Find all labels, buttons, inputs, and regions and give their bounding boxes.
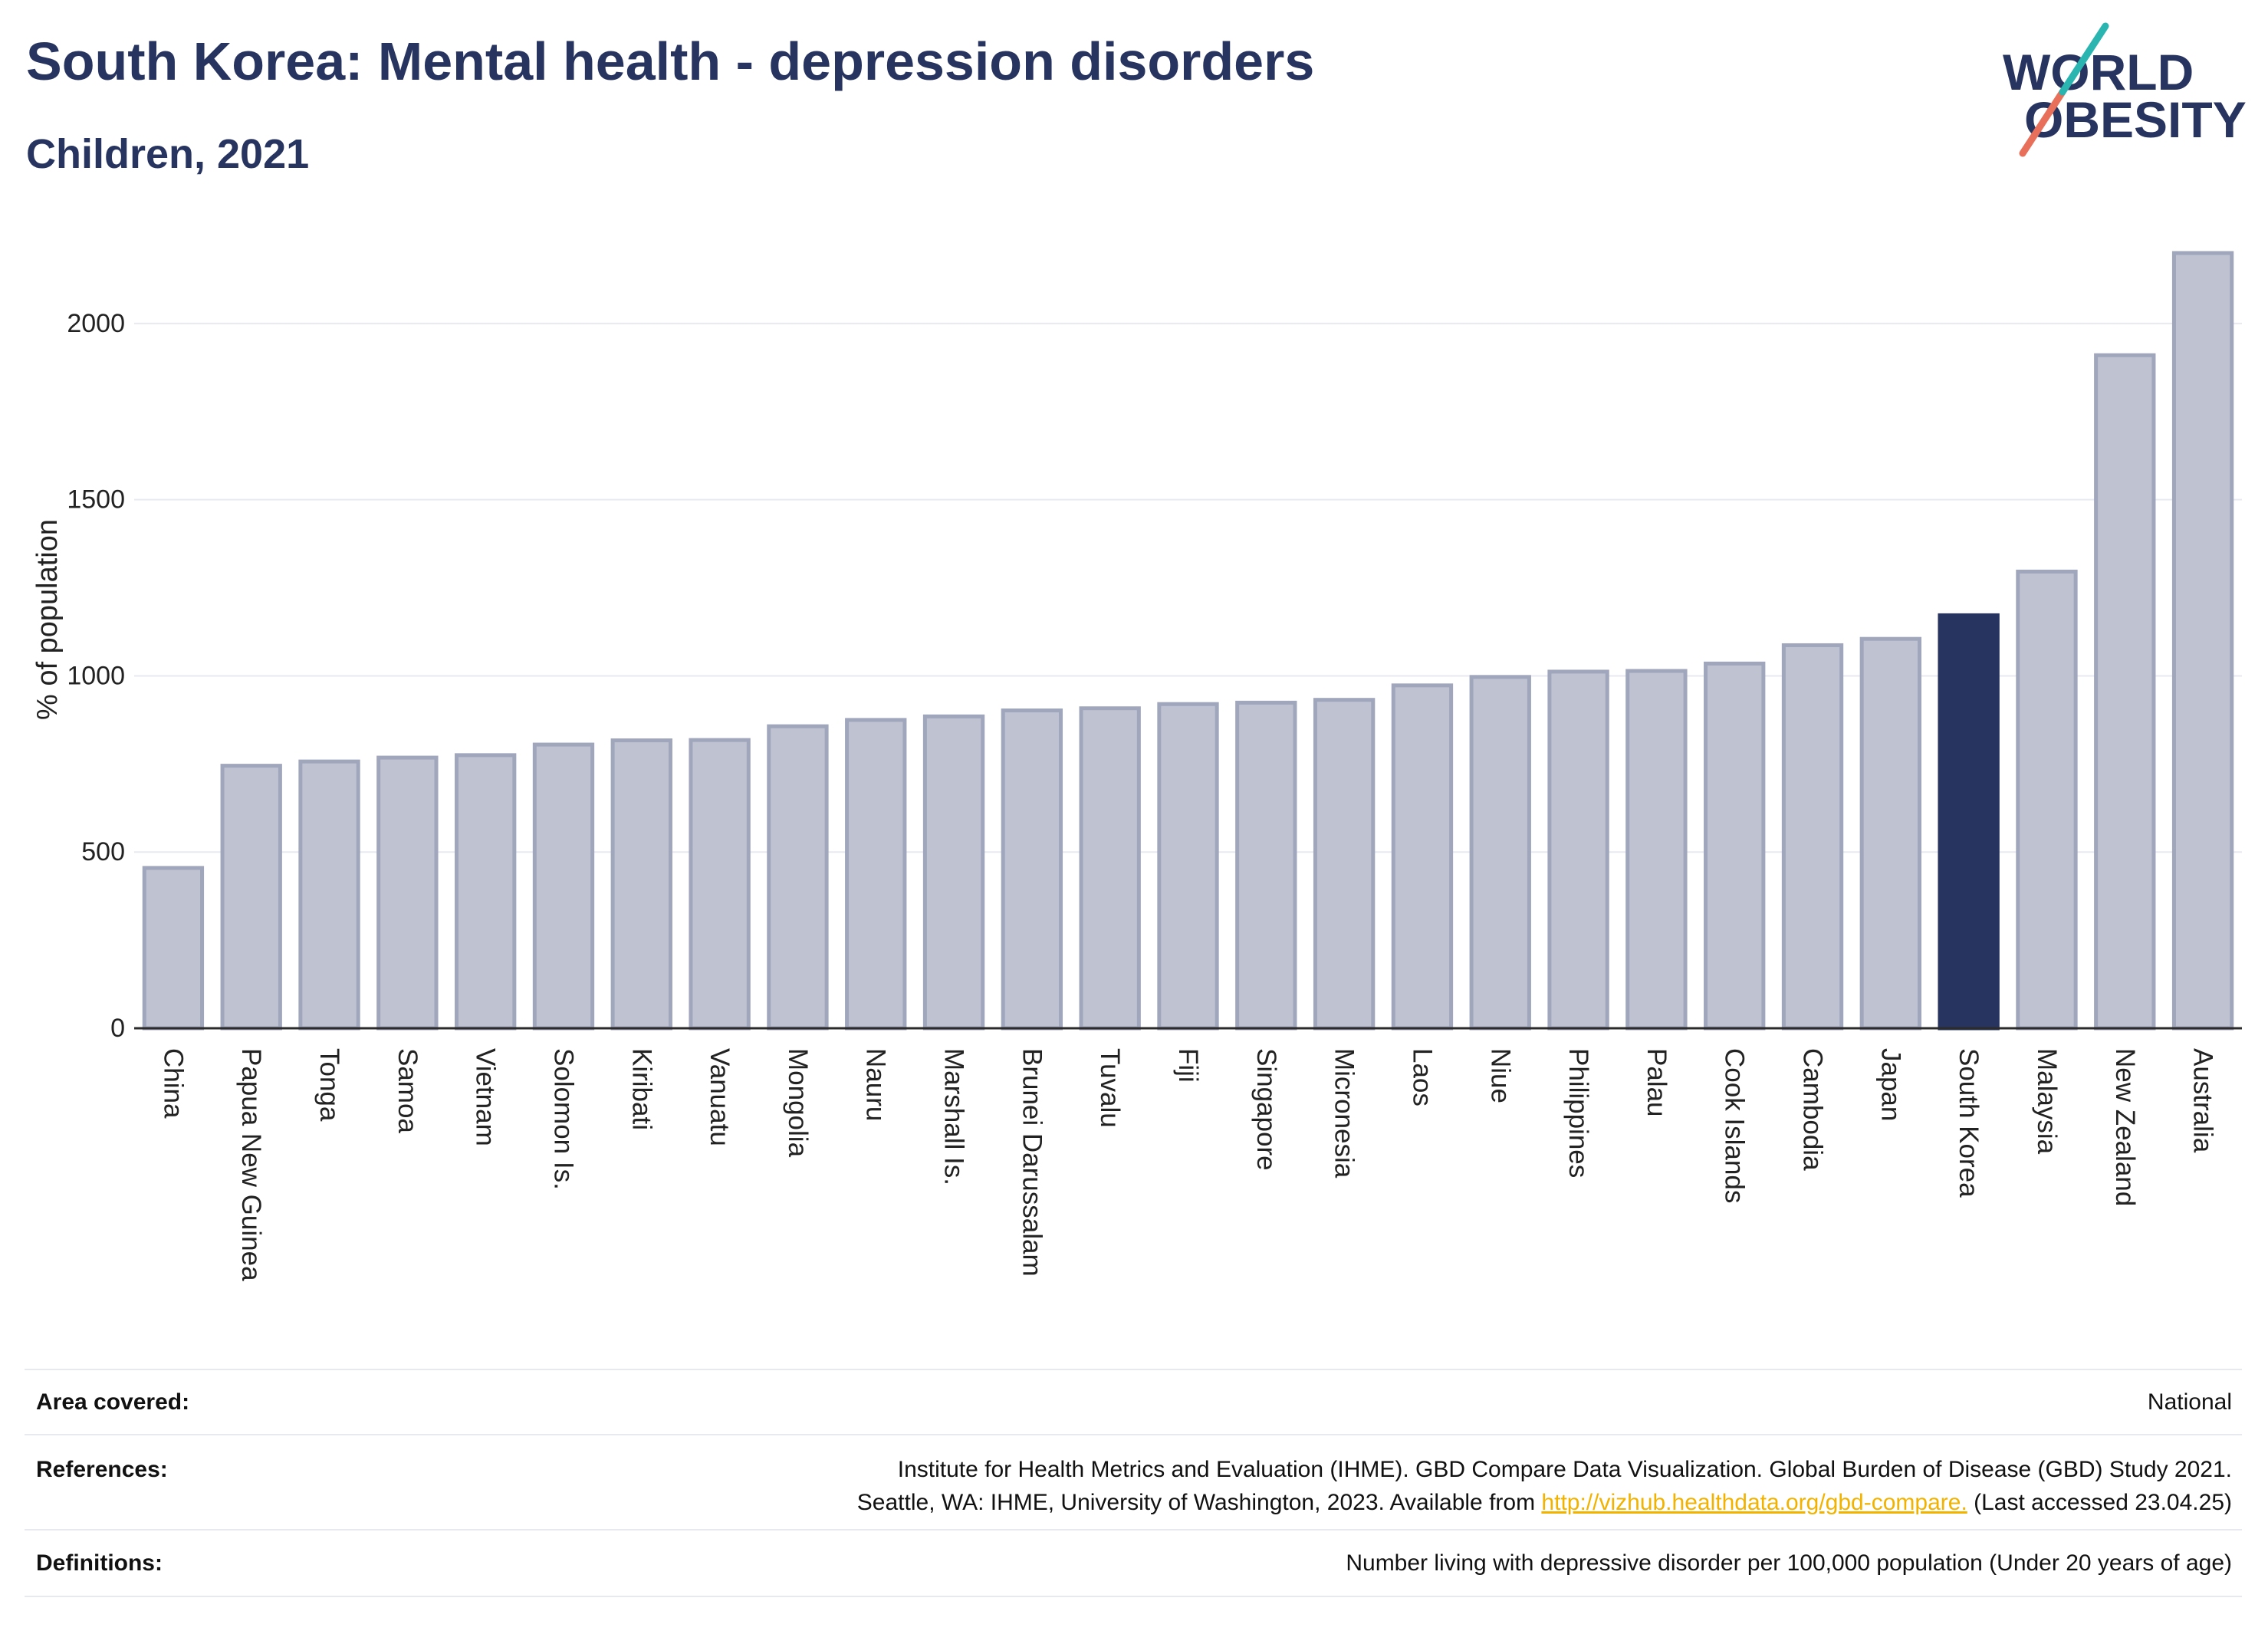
bar-cambodia (1781, 643, 1844, 1031)
x-tick-label-niue: Niue (1485, 1048, 1515, 1103)
definitions-row: Definitions: Number living with depressi… (25, 1529, 2242, 1596)
x-tick-label-brunei-darussalam: Brunei Darussalam (1017, 1048, 1047, 1277)
x-tick-label-cook-islands: Cook Islands (1720, 1048, 1750, 1203)
x-tick-label-palau: Palau (1642, 1048, 1671, 1117)
x-tick-label-singapore: Singapore (1251, 1048, 1281, 1171)
x-tick-label-cambodia: Cambodia (1798, 1048, 1828, 1171)
bar-marshall-is (922, 714, 985, 1031)
logo-slash-upper (2059, 22, 2109, 96)
bar-malaysia (2016, 569, 2078, 1031)
bar-vietnam (454, 753, 517, 1031)
bar-palau (1625, 669, 1688, 1031)
bar-mongolia (767, 724, 829, 1031)
bar-micronesia (1313, 698, 1376, 1031)
x-tick-label-micronesia: Micronesia (1330, 1048, 1359, 1179)
x-tick-label-mongolia: Mongolia (783, 1048, 813, 1158)
x-tick-label-kiribati: Kiribati (626, 1048, 656, 1130)
x-tick-label-fiji: Fiji (1173, 1048, 1203, 1083)
x-tick-label-new-zealand: New Zealand (2110, 1048, 2140, 1206)
bar-nauru (845, 718, 907, 1031)
references-label: References: (36, 1457, 168, 1482)
y-tick-label: 1500 (67, 485, 125, 515)
x-tick-label-marshall-is: Marshall Is. (939, 1048, 969, 1185)
x-tick-label-laos: Laos (1407, 1048, 1437, 1106)
metadata-table: Area covered: National References: Insti… (25, 1369, 2242, 1597)
bar-papua-new-guinea (220, 764, 282, 1031)
bar-solomon-is (532, 742, 595, 1031)
area-covered-row: Area covered: National (25, 1369, 2242, 1434)
logo-word-world: WORLD (2003, 44, 2194, 100)
y-tick-label: 500 (81, 837, 125, 866)
bars (142, 251, 2234, 1031)
bar-south-korea (1938, 613, 2000, 1031)
references-row: References: Institute for Health Metrics… (25, 1434, 2242, 1529)
bar-samoa (376, 755, 439, 1031)
bar-tonga (298, 759, 360, 1031)
logo-slash-lower (2019, 88, 2066, 157)
bar-singapore (1235, 700, 1297, 1031)
x-tick-label-japan: Japan (1875, 1048, 1905, 1121)
references-line-2: Seattle, WA: IHME, University of Washing… (857, 1486, 2232, 1519)
y-tick-label: 2000 (67, 309, 125, 338)
area-covered-label: Area covered: (36, 1389, 190, 1415)
x-tick-label-papua-new-guinea: Papua New Guinea (236, 1048, 266, 1281)
chart-title: South Korea: Mental health - depression … (26, 31, 1315, 91)
x-tick-label-vanuatu: Vanuatu (705, 1048, 735, 1146)
y-axis-title: % of population (31, 519, 64, 720)
bar-china (142, 866, 205, 1031)
bar-chart: 0 500 1000 1500 2000 China Papua New Guinea To… (31, 251, 2242, 1281)
y-tick-label: 0 (110, 1014, 125, 1043)
bar-australia (2171, 251, 2234, 1031)
references-link[interactable]: http://vizhub.healthdata.org/gbd-compare… (1541, 1490, 1967, 1515)
x-tick-label-nauru: Nauru (861, 1048, 891, 1121)
bar-niue (1469, 675, 1531, 1031)
x-tick-label-malaysia: Malaysia (2032, 1048, 2062, 1155)
x-tick-label-solomon-is: Solomon Is. (548, 1048, 578, 1190)
x-tick-label-vietnam: Vietnam (471, 1048, 501, 1146)
definitions-value: Number living with depressive disorder p… (1346, 1550, 2232, 1576)
references-line-2-text: Seattle, WA: IHME, University of Washing… (856, 1490, 1536, 1515)
bar-brunei-darussalam (1001, 708, 1063, 1031)
x-tick-label-south-korea: South Korea (1954, 1048, 1984, 1198)
bar-kiribati (610, 738, 672, 1031)
x-tick-label-tonga: Tonga (314, 1048, 344, 1122)
x-tick-labels: China Papua New Guinea Tonga Samoa Vietnam So… (158, 1048, 2217, 1281)
world-obesity-logo: WORLD OBESITY (2003, 22, 2247, 157)
references-last-accessed: (Last accessed 23.04.25) (1974, 1490, 2232, 1515)
area-covered-value: National (2147, 1389, 2232, 1415)
x-tick-label-tuvalu: Tuvalu (1095, 1048, 1125, 1128)
references-line-1: Institute for Health Metrics and Evaluat… (897, 1457, 2232, 1482)
x-tick-label-china: China (158, 1048, 188, 1119)
chart-subtitle: Children, 2021 (26, 131, 310, 177)
x-tick-label-australia: Australia (2188, 1048, 2218, 1153)
bar-vanuatu (689, 738, 751, 1031)
x-tick-label-philippines: Philippines (1563, 1048, 1593, 1178)
bar-japan (1859, 636, 1922, 1031)
bar-philippines (1547, 669, 1609, 1031)
bar-laos (1391, 683, 1454, 1031)
bar-tuvalu (1079, 706, 1141, 1031)
references-value: Institute for Health Metrics and Evaluat… (857, 1453, 2242, 1519)
bar-new-zealand (2094, 353, 2156, 1031)
bar-fiji (1157, 702, 1219, 1031)
y-tick-labels: 0 500 1000 1500 2000 (67, 309, 125, 1043)
logo-word-obesity: OBESITY (2024, 91, 2247, 148)
y-tick-label: 1000 (67, 661, 125, 690)
definitions-label: Definitions: (36, 1550, 163, 1576)
x-tick-label-samoa: Samoa (393, 1048, 422, 1133)
bar-cook-islands (1704, 661, 1766, 1031)
